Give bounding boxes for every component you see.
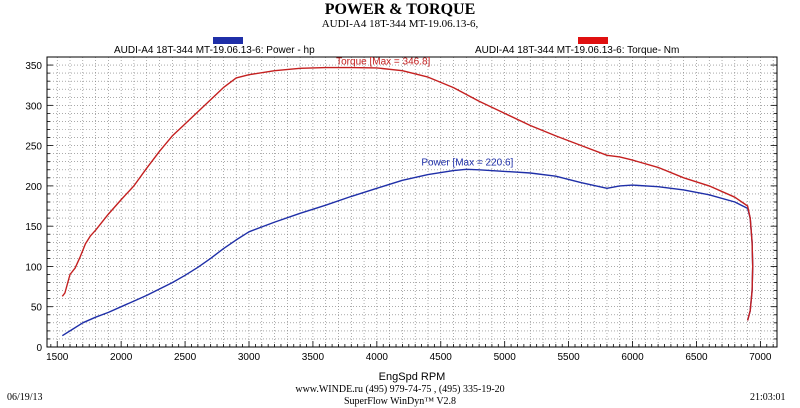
- footer-time: 21:03:01: [750, 392, 786, 403]
- x-tick-label: 2500: [174, 352, 197, 363]
- chart-title: POWER & TORQUE: [324, 1, 476, 18]
- x-tick-label: 6000: [621, 352, 644, 363]
- y-tick-label: 50: [31, 303, 43, 314]
- legend-label-torque: AUDI-A4 18T-344 MT-19.06.13-6: Torque- N…: [475, 45, 680, 56]
- x-tick-label: 3000: [238, 352, 261, 363]
- plot-frame: [46, 56, 778, 348]
- chart-subtitle: AUDI-A4 18T-344 MT-19.06.13-6,: [321, 18, 479, 30]
- torque-max-label: Torque [Max = 346.8]: [336, 57, 430, 68]
- y-tick-label: 250: [25, 142, 42, 153]
- legend-label-power: AUDI-A4 18T-344 MT-19.06.13-6: Power - h…: [114, 45, 315, 56]
- legend-swatch-power: [213, 37, 243, 44]
- footer-date: 06/19/13: [7, 392, 43, 403]
- power-max-label: Power [Max = 220.6]: [421, 157, 513, 168]
- y-tick-label: 200: [25, 182, 42, 193]
- y-tick-label: 100: [25, 262, 42, 273]
- y-tick-label: 300: [25, 101, 42, 112]
- chart-grid: [47, 57, 777, 347]
- x-tick-label: 2000: [110, 352, 133, 363]
- x-tick-label: 7000: [749, 352, 772, 363]
- y-tick-label: 0: [36, 343, 42, 354]
- footer-contact: www.WINDE.ru (495) 979-74-75 , (495) 335…: [295, 384, 505, 395]
- y-tick-label: 350: [25, 61, 42, 72]
- footer-software: SuperFlow WinDyn™ V2.8: [343, 396, 457, 407]
- x-tick-label: 5000: [494, 352, 517, 363]
- x-axis-label: EngSpd RPM: [379, 371, 446, 383]
- x-tick-label: 1500: [46, 352, 69, 363]
- x-tick-label: 4500: [430, 352, 453, 363]
- series-line-power: [61, 168, 754, 337]
- y-tick-label: 150: [25, 222, 42, 233]
- series-line-torque: [61, 66, 754, 321]
- x-tick-label: 4000: [366, 352, 389, 363]
- x-tick-label: 5500: [557, 352, 580, 363]
- x-tick-label: 6500: [685, 352, 708, 363]
- legend-swatch-torque: [578, 37, 608, 44]
- x-tick-label: 3500: [302, 352, 325, 363]
